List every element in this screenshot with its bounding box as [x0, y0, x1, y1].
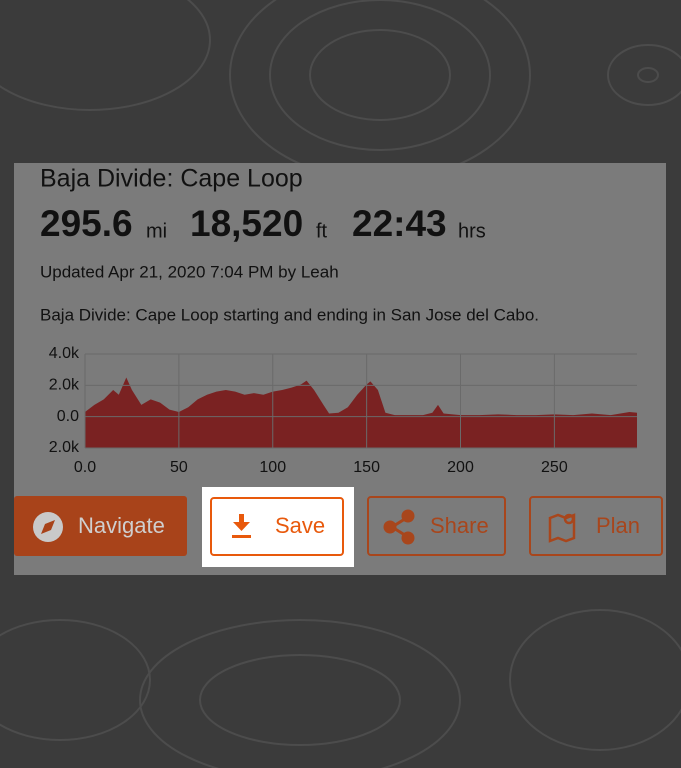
y-tick-label: 2.0k	[49, 439, 80, 456]
stat-unit: hrs	[458, 220, 486, 242]
x-tick-label: 0.0	[74, 459, 96, 476]
button-label: Navigate	[78, 513, 165, 538]
button-label: Save	[275, 513, 325, 538]
route-title: Baja Divide: Cape Loop	[40, 165, 303, 193]
stat-unit: mi	[146, 220, 167, 242]
share-button[interactable]	[367, 496, 506, 556]
map-icon	[548, 513, 576, 543]
stat-value: 22:43	[352, 203, 447, 244]
x-tick-label: 250	[541, 459, 568, 476]
navigate-button[interactable]	[14, 496, 187, 556]
elevation-area	[85, 377, 637, 448]
y-tick-label: 4.0k	[49, 345, 80, 362]
updated-info: Updated Apr 21, 2020 7:04 PM by Leah	[40, 262, 339, 281]
x-tick-label: 200	[447, 459, 474, 476]
y-tick-label: 2.0k	[49, 377, 80, 394]
x-tick-label: 50	[170, 459, 188, 476]
button-label: Plan	[596, 513, 640, 538]
save-button[interactable]	[210, 497, 344, 556]
route-description: Baja Divide: Cape Loop starting and endi…	[40, 305, 539, 324]
button-label: Share	[430, 513, 489, 538]
stat-value: 295.6	[40, 203, 133, 244]
compass-icon	[33, 512, 63, 542]
elevation-chart: 4.0k 2.0k 0.0 2.0k 0.0 50 100 150 200 250	[49, 345, 637, 476]
y-tick-label: 0.0	[57, 408, 79, 425]
x-tick-label: 100	[259, 459, 286, 476]
stat-unit: ft	[316, 220, 328, 242]
download-icon	[232, 514, 251, 538]
share-icon	[383, 509, 415, 545]
stat-value: 18,520	[190, 203, 303, 244]
plan-button[interactable]	[529, 496, 663, 556]
x-tick-label: 150	[353, 459, 380, 476]
